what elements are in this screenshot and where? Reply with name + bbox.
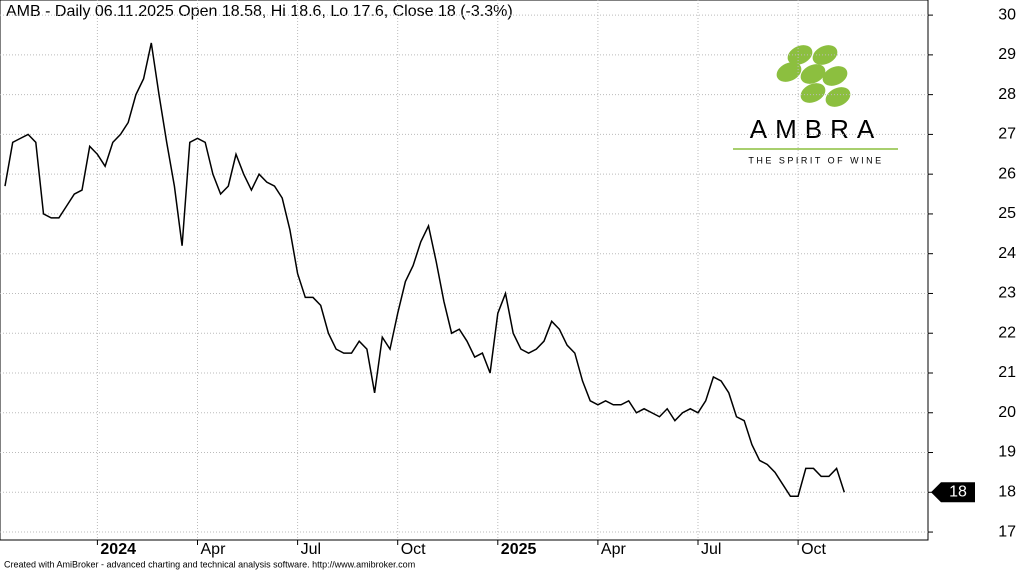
x-tick-label: Oct [401, 541, 426, 558]
y-tick-label: 20 [998, 404, 1016, 421]
y-tick-label: 23 [998, 285, 1016, 302]
y-tick-label: 27 [998, 126, 1016, 143]
price-line [4, 42, 846, 498]
plot-frame [0, 0, 929, 541]
chart-title: AMB - Daily 06.11.2025 Open 18.58, Hi 18… [6, 3, 513, 20]
y-tick-label: 22 [998, 324, 1016, 341]
x-tick-label: 2024 [100, 541, 136, 558]
y-tick-label: 19 [998, 444, 1016, 461]
x-tick-label: 2025 [501, 541, 537, 558]
logo-tagline: THE SPIRIT OF WINE [748, 155, 883, 165]
x-tick-label: Oct [801, 541, 826, 558]
y-tick-label: 25 [998, 205, 1016, 222]
y-tick-label: 26 [998, 165, 1016, 182]
y-tick-label: 21 [998, 364, 1016, 381]
x-tick-label: Apr [201, 541, 227, 558]
last-value-marker [931, 482, 975, 503]
footer: Created with AmiBroker - advanced charti… [4, 559, 415, 569]
y-tick-label: 28 [998, 86, 1016, 103]
y-tick-label: 30 [998, 6, 1016, 23]
x-tick-label: Jul [301, 541, 321, 558]
x-tick-label: Apr [601, 541, 627, 558]
y-tick-label: 17 [998, 523, 1016, 540]
y-tick-label: 18 [998, 484, 1016, 501]
y-tick-label: 24 [998, 245, 1016, 262]
logo-text: AMBRA [750, 114, 882, 144]
x-tick-label: Jul [701, 541, 721, 558]
last-value-label: 18 [949, 484, 967, 501]
logo: AMBRA THE SPIRIT OF WINE [733, 45, 898, 165]
y-tick-label: 29 [998, 46, 1016, 63]
